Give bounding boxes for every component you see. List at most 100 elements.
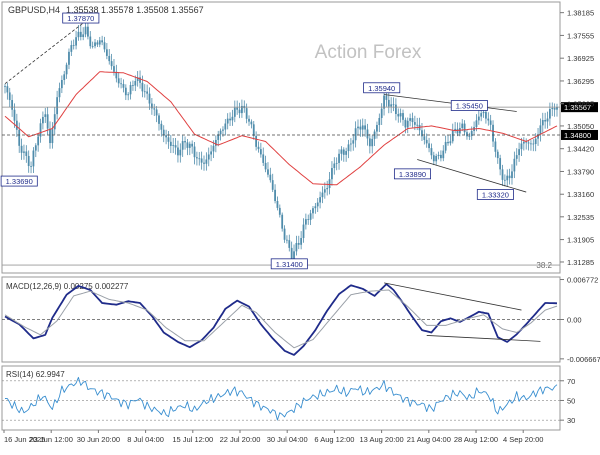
candle-body	[238, 109, 241, 114]
candle-body	[541, 120, 544, 126]
candle-body	[222, 129, 224, 131]
candle-body	[241, 105, 243, 114]
candle-body	[37, 136, 40, 146]
candle-body	[503, 179, 506, 181]
candle-body	[494, 141, 497, 152]
candle-body	[404, 119, 407, 128]
candle-body	[335, 162, 338, 164]
candle-body	[402, 113, 404, 120]
candle-body	[217, 134, 220, 140]
candle-body	[539, 125, 542, 135]
price-tick-label: 1.35050	[567, 122, 594, 131]
candle-body	[522, 141, 525, 144]
candle-body	[94, 42, 96, 47]
candle-body	[387, 99, 390, 107]
rsi-panel: RSI(14) 62.9947 70 50 30	[1, 365, 575, 431]
chart-header: GBPUSD,H4	[8, 5, 60, 15]
candle-body	[518, 149, 520, 156]
candle-body	[326, 187, 329, 190]
macd-tick-label: 0.00	[567, 316, 582, 325]
candle-body	[359, 126, 362, 130]
candle-body	[87, 26, 89, 37]
candle-body	[129, 85, 132, 95]
price-tick-label: 1.32535	[567, 213, 594, 222]
candle-body	[548, 109, 551, 119]
price-level-label: 1.35567	[564, 103, 591, 112]
price-tick-label: 1.31285	[567, 258, 594, 267]
macd-panel: MACD(12,26,9) 0.00275 0.002277 0.006772 0…	[1, 276, 600, 364]
candle-body	[316, 202, 319, 207]
candle-body	[430, 148, 433, 156]
macd-tick-label: 0.006772	[567, 276, 598, 285]
candle-body	[136, 77, 139, 81]
candle-body	[27, 155, 30, 167]
candle-body	[383, 95, 385, 109]
candle-body	[546, 118, 549, 122]
candle-body	[428, 143, 430, 149]
candle-body	[96, 42, 99, 45]
candle-body	[475, 120, 478, 127]
time-tick-label: 16 Jun 2025	[4, 435, 45, 444]
time-tick-label: 13 Aug 20:00	[359, 435, 403, 444]
trendline	[384, 94, 517, 112]
price-tick-label: 1.38185	[567, 9, 594, 18]
candle-body	[68, 51, 70, 65]
candle-body	[525, 141, 528, 143]
candle-body	[58, 88, 61, 98]
ohlc-readout: 1.35538 1.35578 1.35508 1.35567	[66, 5, 204, 15]
price-annotation-label: 1.37870	[67, 14, 94, 23]
candle-body	[477, 116, 480, 121]
candle-body	[203, 162, 205, 164]
price-annotation-box	[62, 12, 100, 24]
candle-body	[288, 240, 291, 248]
rsi-tick-label: 30	[567, 416, 575, 425]
candle-body	[328, 179, 331, 188]
candle-body	[198, 158, 201, 160]
candle-body	[331, 168, 333, 180]
candle-body	[527, 142, 530, 144]
candle-body	[219, 130, 222, 135]
candle-body	[342, 149, 345, 155]
candle-body	[51, 129, 54, 144]
candle-body	[120, 83, 122, 85]
candle-body	[508, 175, 511, 179]
time-tick-label: 28 Aug 12:00	[454, 435, 498, 444]
candle-body	[300, 238, 303, 245]
candle-body	[113, 66, 115, 72]
candle-body	[141, 82, 144, 92]
candle-body	[274, 189, 276, 202]
candle-body	[432, 155, 435, 162]
candle-body	[101, 40, 104, 43]
fib-level-label: 38.2	[536, 261, 552, 270]
price-annotation-box	[363, 82, 401, 94]
candle-body	[39, 123, 42, 137]
candle-body	[105, 49, 108, 56]
candle-body	[357, 126, 359, 129]
candle-body	[354, 128, 357, 141]
candle-body	[56, 97, 59, 115]
candle-body	[214, 139, 217, 146]
candle-body	[458, 128, 461, 134]
candle-body	[440, 154, 442, 159]
candle-body	[463, 123, 466, 133]
macd-trendline	[426, 335, 541, 342]
candle-body	[132, 85, 134, 86]
price-tick-label: 1.36295	[567, 77, 594, 86]
time-tick-label: 4 Sep 20:00	[503, 435, 543, 444]
candle-body	[293, 251, 295, 261]
candle-body	[229, 118, 231, 121]
candle-body	[368, 138, 371, 147]
price-annotation-label: 1.33890	[399, 170, 426, 179]
rsi-tick-label: 50	[567, 396, 575, 405]
candle-body	[169, 141, 172, 146]
candle-body	[380, 108, 383, 119]
trendline	[417, 159, 527, 193]
price-annotation-box	[393, 168, 431, 180]
candle-body	[470, 130, 473, 137]
macd-tick-label: -0.006667	[567, 355, 600, 364]
price-panel: GBPUSD,H4 1.35538 1.35578 1.35508 1.3556…	[0, 1, 598, 274]
candle-body	[70, 45, 73, 52]
candle-body	[188, 143, 191, 148]
candle-body	[44, 114, 47, 117]
